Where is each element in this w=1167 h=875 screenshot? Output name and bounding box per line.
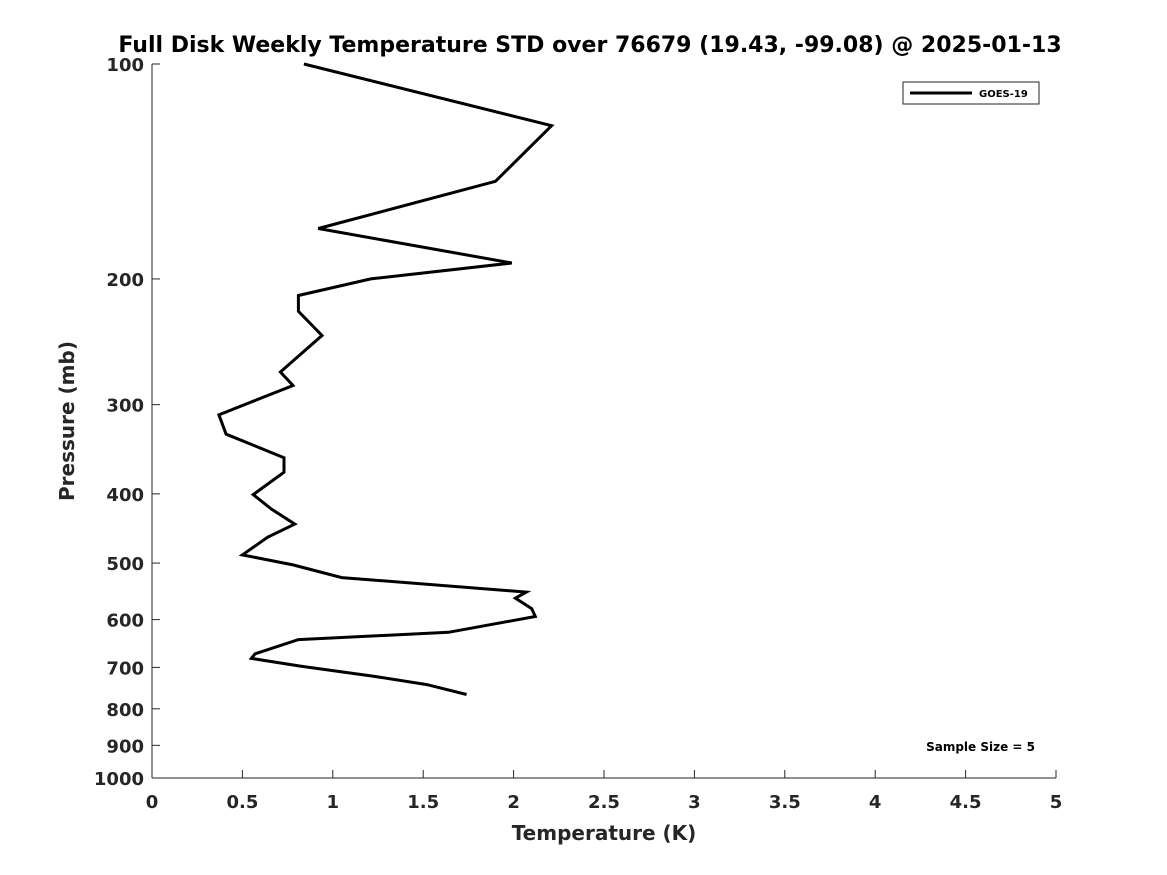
x-axis-label: Temperature (K) [512,821,697,845]
legend-label: GOES-19 [979,89,1028,100]
chart-title: Full Disk Weekly Temperature STD over 76… [118,33,1061,58]
y-tick-label: 600 [106,611,144,632]
x-tick-label: 4 [869,792,882,813]
x-tick-label: 0.5 [226,792,258,813]
x-tick-label: 3 [688,792,701,813]
series-layer [216,62,555,696]
sample-size-annotation: Sample Size = 5 [926,740,1035,754]
x-tick-label: 5 [1050,792,1063,813]
y-tick-label: 500 [106,554,144,575]
y-axis-label: Pressure (mb) [55,341,79,501]
x-tick-label: 4.5 [950,792,982,813]
x-tick-label: 2.5 [588,792,620,813]
x-tick-label: 2 [507,792,520,813]
legend: GOES-19 [902,81,1040,105]
y-tick-label: 900 [106,736,144,757]
y-tick-label: 1000 [94,769,144,790]
y-tick-label: 800 [106,700,144,721]
y-tick-label: 700 [106,658,144,679]
y-tick-label: 400 [106,485,144,506]
y-tick-label: 100 [106,55,144,76]
y-tick-label: 300 [106,396,144,417]
y-tick-label: 200 [106,270,144,291]
series-line-goes-19 [216,62,555,696]
x-ticks: 0 0.5 1 1.5 2 2.5 3 3.5 4 4.5 5 [146,770,1063,813]
x-tick-label: 1.5 [407,792,439,813]
x-tick-label: 0 [146,792,159,813]
y-ticks: 100 200 300 400 500 600 700 800 900 1000 [94,55,160,790]
x-tick-label: 1 [327,792,340,813]
x-tick-label: 3.5 [769,792,801,813]
